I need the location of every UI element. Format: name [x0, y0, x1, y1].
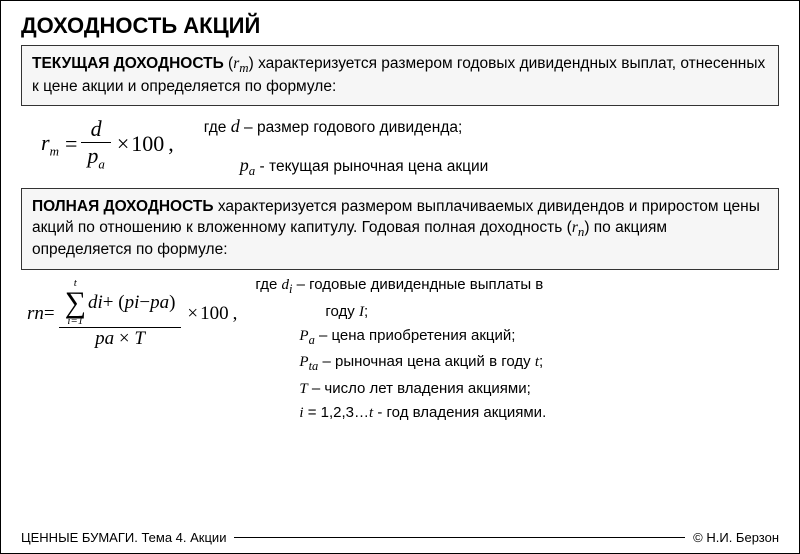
formula1-row: rm = d pa × 100 , где d – размер годовог…: [21, 112, 779, 182]
footer-left: ЦЕННЫЕ БУМАГИ. Тема 4. Акции: [21, 530, 226, 545]
lead-1: ТЕКУЩАЯ ДОХОДНОСТЬ: [32, 55, 224, 72]
lead-2: ПОЛНАЯ ДОХОДНОСТЬ: [32, 198, 214, 215]
formula1-legend: где d – размер годового дивиденда; pa - …: [204, 112, 489, 182]
slide: ДОХОДНОСТЬ АКЦИЙ ТЕКУЩАЯ ДОХОДНОСТЬ (rm)…: [0, 0, 800, 554]
sigma-icon: t ∑ i=1: [65, 278, 86, 327]
formula2-legend: где di – годовые дивидендные выплаты в г…: [255, 274, 546, 427]
page-title: ДОХОДНОСТЬ АКЦИЙ: [21, 13, 779, 39]
footer-divider: [234, 537, 685, 538]
formula-total-yield: rn = t ∑ i=1 di + ( pi − pa ): [27, 278, 237, 350]
formula-current-yield: rm = d pa × 100 ,: [41, 116, 174, 172]
definition-box-current-yield: ТЕКУЩАЯ ДОХОДНОСТЬ (rm) характеризуется …: [21, 45, 779, 106]
definition-box-total-yield: ПОЛНАЯ ДОХОДНОСТЬ характеризуется размер…: [21, 188, 779, 270]
formula2-row: rn = t ∑ i=1 di + ( pi − pa ): [21, 274, 779, 427]
footer-right: © Н.И. Берзон: [693, 530, 779, 545]
footer: ЦЕННЫЕ БУМАГИ. Тема 4. Акции © Н.И. Берз…: [21, 530, 779, 545]
